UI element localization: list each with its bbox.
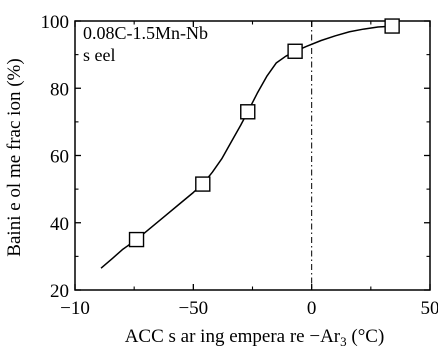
y-tick-label: 80 [50,79,69,100]
data-point-marker [288,44,302,58]
x-tick-label: −50 [178,298,208,319]
data-point-marker [196,177,210,191]
x-axis-label-unit: (°C) [347,326,385,347]
y-tick-label: 20 [50,281,69,302]
plot-frame [75,21,430,290]
series-layer [101,19,399,268]
annotation-line: 0.08C-1.5Mn-Nb [83,23,208,43]
x-axis-label: ACC s ar ing empera re −Ar3 (°C) [125,326,385,349]
y-tick-label: 40 [50,214,69,235]
x-tick-label: 50 [421,298,438,319]
y-axis-label: Baini e ol me frac ion (%) [4,58,25,256]
y-tick-label: 60 [50,147,69,168]
y-tick-label: 100 [41,12,70,33]
data-point-marker [130,233,144,247]
series-curve [101,26,392,268]
data-point-marker [385,19,399,33]
annotation-line: s eel [83,45,115,65]
data-point-marker [241,105,255,119]
x-axis-label-main: ACC s ar ing empera re −Ar [125,326,341,347]
axes-layer [75,21,430,290]
x-tick-label: 0 [307,298,317,319]
